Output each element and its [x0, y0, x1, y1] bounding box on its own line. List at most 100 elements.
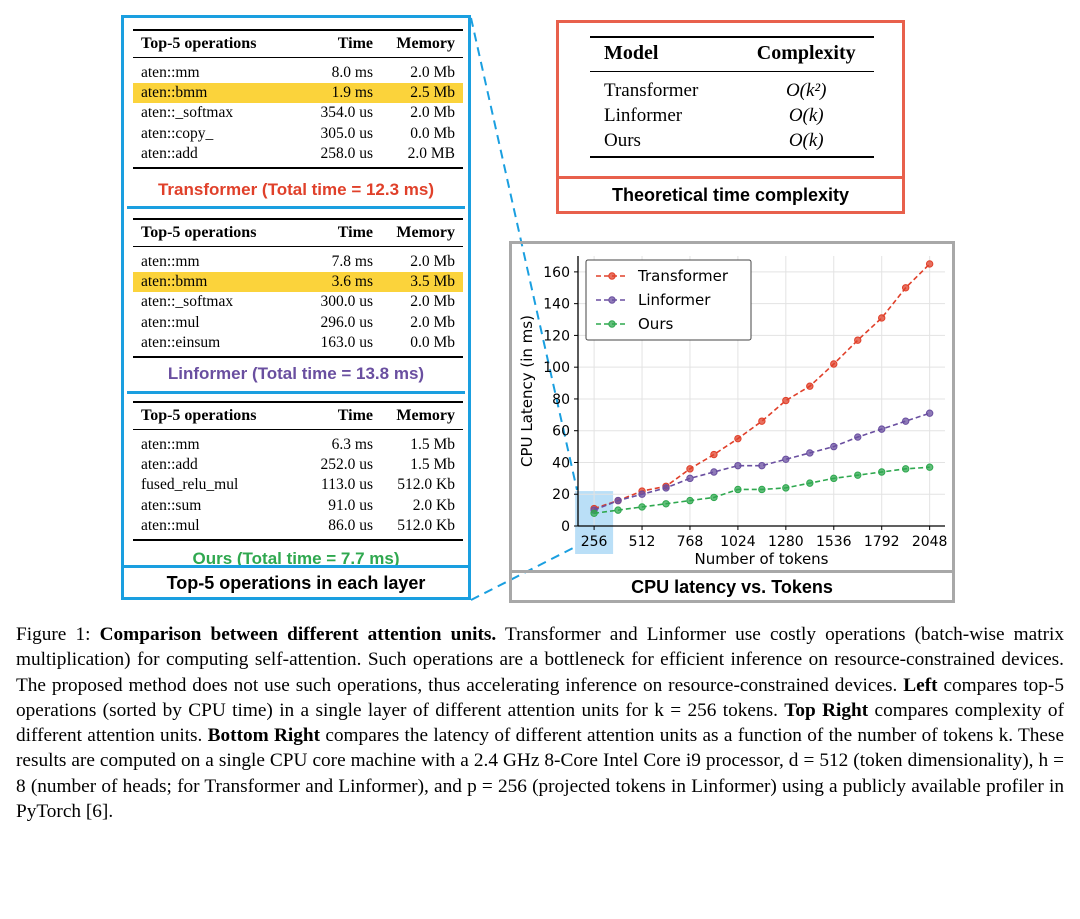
latency-panel: 0 20 40 60 80 100 120 140 160 256 512 768 1024 1280 15…	[509, 241, 955, 603]
op-memory: 3.5 Mb	[373, 272, 463, 293]
y-tick-label: 80	[552, 392, 570, 408]
complexity-row: Transformer O(k²)	[590, 72, 874, 104]
x-tick-label: 1536	[816, 534, 852, 550]
data-point-ours	[710, 493, 718, 502]
data-point-ours	[854, 471, 862, 479]
op-memory: 2.5 Mb	[373, 83, 463, 104]
x-tick-label: 1792	[864, 534, 900, 550]
data-point-transformer	[806, 382, 814, 390]
data-point-ours	[614, 506, 622, 514]
op-memory: 2.0 Mb	[410, 64, 455, 82]
op-time: 6.3 ms	[331, 436, 373, 454]
data-point-ours	[830, 474, 838, 483]
y-tick-label: 140	[543, 297, 570, 313]
model-complexity: O(k²)	[785, 80, 827, 101]
op-time: 163.0 us	[301, 332, 373, 358]
top-right-label: Top Right	[784, 699, 869, 721]
op-row: aten::bmm 3.6 ms 3.5 Mb	[133, 272, 463, 293]
op-name: aten::mul	[141, 313, 200, 331]
op-time: 7.8 ms	[331, 253, 373, 271]
data-point-ours	[638, 503, 646, 511]
op-memory: 2.0 Kb	[412, 496, 455, 514]
op-row: aten::add 252.0 us 1.5 Mb	[133, 455, 463, 475]
data-point-transformer	[878, 314, 886, 322]
x-tick-label: 2048	[912, 534, 948, 550]
caption-text-2: compares top-5 operations (sorted by CPU…	[16, 674, 1064, 721]
legend-marker	[608, 320, 616, 328]
op-time: 252.0 us	[320, 456, 373, 474]
transformer-ops-box: Top-5 operations Time Memory aten::mm 8.0…	[127, 21, 465, 204]
header-complexity: Complexity	[738, 36, 874, 72]
op-name: aten::add	[141, 456, 198, 474]
data-point-transformer	[686, 465, 694, 473]
left-label: Left	[903, 674, 938, 696]
op-name: aten::bmm	[133, 272, 301, 293]
op-time: 354.0 us	[320, 104, 373, 122]
data-point-ours	[925, 463, 934, 471]
caption-text-1: Transformer and Linformer use costly ope…	[16, 624, 1065, 696]
header-op: Top-5 operations	[133, 218, 301, 247]
model-complexity: O(k)	[738, 128, 874, 158]
ours-total-time: Ours (Total time = 7.7 ms)	[192, 549, 400, 568]
op-name: aten::mul	[133, 515, 301, 541]
complexity-panel-caption: Theoretical time complexity	[559, 176, 902, 211]
latency-panel-caption: CPU latency vs. Tokens	[512, 570, 952, 600]
model-complexity: O(k)	[788, 105, 824, 126]
latency-chart: 0 20 40 60 80 100 120 140 160 256 512 768 1024 1280 15…	[518, 256, 948, 568]
caption-text-4: compares the latency of different attent…	[16, 725, 1064, 823]
op-memory: 2.0 Mb	[410, 293, 455, 311]
data-point-transformer	[782, 396, 790, 405]
op-memory: 2.0 Mb	[410, 313, 455, 331]
op-row: aten::bmm 1.9 ms 2.5 Mb	[133, 83, 463, 104]
op-row: aten::sum 91.0 us 2.0 Kb	[133, 496, 463, 516]
linformer-ops-box: Top-5 operations Time Memory aten::mm 7.8…	[127, 206, 465, 404]
header-op: Top-5 operations	[133, 401, 301, 430]
transformer-total-time: Transformer (Total time = 12.3 ms)	[157, 180, 435, 199]
op-time: 86.0 us	[301, 515, 373, 541]
op-name: aten::mm	[141, 64, 200, 82]
op-name: aten::sum	[141, 496, 202, 514]
header-memory: Memory	[373, 401, 463, 430]
legend-box	[585, 259, 752, 341]
op-memory: 0.0 Mb	[373, 332, 463, 358]
data-point-ours	[590, 509, 598, 517]
legend-marker	[608, 296, 616, 304]
header-time: Time	[301, 218, 373, 247]
y-tick-label: 160	[543, 265, 570, 281]
op-time: 91.0 us	[328, 496, 373, 514]
series-line-transformer	[593, 263, 931, 510]
op-row: aten::copy_ 305.0 us 0.0 Mb	[133, 124, 463, 144]
x-axis-label: Number of tokens	[694, 550, 828, 568]
complexity-panel: Model Complexity Transformer O(k²) Linfo…	[556, 20, 905, 214]
op-row: aten::mul 296.0 us 2.0 Mb	[133, 313, 463, 333]
op-row: fused_relu_mul 113.0 us 512.0 Kb	[133, 475, 463, 495]
op-name: aten::add	[133, 143, 301, 169]
figure-caption: Figure 1: Comparison between different a…	[16, 622, 1064, 824]
x-tick-label: 256	[581, 534, 608, 550]
ours-ops-box: Top-5 operations Time Memory aten::mm 6.3…	[127, 391, 465, 586]
data-point-linformer	[710, 468, 718, 476]
op-row: aten::mm 7.8 ms 2.0 Mb	[133, 247, 463, 273]
data-point-linformer	[878, 425, 886, 433]
op-name: aten::copy_	[141, 124, 214, 142]
op-time: 113.0 us	[321, 476, 373, 494]
header-memory: Memory	[373, 29, 463, 58]
op-memory: 2.0 MB	[373, 143, 463, 169]
op-name: aten::bmm	[133, 83, 301, 104]
op-memory: 512.0 Kb	[373, 515, 463, 541]
op-memory: 1.5 Mb	[410, 436, 455, 454]
data-point-linformer	[686, 474, 694, 483]
y-tick-label: 100	[543, 360, 570, 376]
data-point-linformer	[925, 409, 934, 417]
op-time: 296.0 us	[320, 313, 373, 331]
data-point-ours	[686, 496, 694, 505]
header-memory: Memory	[373, 218, 463, 247]
data-point-ours	[782, 484, 790, 492]
op-time: 8.0 ms	[331, 64, 373, 82]
op-name: aten::mm	[141, 253, 200, 271]
op-time: 258.0 us	[301, 143, 373, 169]
data-point-linformer	[830, 442, 838, 451]
figure-label: Figure 1:	[16, 624, 100, 645]
bottom-right-label: Bottom Right	[207, 725, 321, 747]
y-tick-label: 40	[552, 455, 570, 471]
